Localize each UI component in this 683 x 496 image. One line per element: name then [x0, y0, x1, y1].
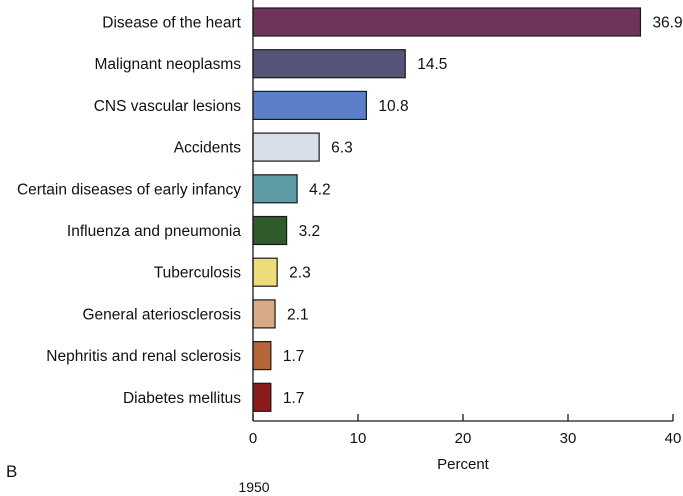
- bar-10: [252, 382, 272, 412]
- category-label-7: Tuberculosis: [154, 265, 242, 282]
- category-label-8: General ateriosclerosis: [82, 306, 241, 323]
- x-tick-label-3: 20: [455, 430, 472, 447]
- x-tick-label-2: 10: [350, 430, 367, 447]
- category-label-9: Nephritis and renal sclerosis: [46, 348, 241, 365]
- category-label-1: Disease of the heart: [102, 15, 241, 32]
- x-tick-label-1: 0: [249, 430, 257, 447]
- category-labels-group: Disease of the heart Malignant neoplasms C…: [17, 15, 242, 407]
- category-label-10: Diabetes mellitus: [123, 390, 241, 407]
- value-label-4: 6.3: [331, 140, 353, 157]
- value-label-10: 1.7: [283, 390, 305, 407]
- x-axis-title: Percent: [437, 456, 490, 473]
- panel-letter: B: [6, 462, 17, 481]
- value-label-1: 36.9: [652, 15, 682, 32]
- year-caption: 1950: [238, 479, 269, 495]
- category-label-6: Influenza and pneumonia: [67, 223, 241, 240]
- bar-2: [252, 49, 406, 79]
- value-label-6: 3.2: [299, 223, 321, 240]
- bars-group: [252, 7, 642, 412]
- value-label-8: 2.1: [287, 306, 309, 323]
- value-label-9: 1.7: [283, 348, 305, 365]
- bar-1: [252, 7, 642, 37]
- category-label-3: CNS vascular lesions: [94, 98, 242, 115]
- bar-6: [252, 215, 288, 246]
- bar-4: [252, 132, 320, 162]
- bar-3: [252, 90, 368, 121]
- value-label-7: 2.3: [289, 265, 311, 282]
- value-label-5: 4.2: [309, 181, 331, 198]
- value-label-2: 14.5: [417, 56, 447, 73]
- bar-8: [252, 299, 276, 329]
- bar-5: [252, 174, 298, 204]
- value-label-3: 10.8: [378, 98, 408, 115]
- category-label-2: Malignant neoplasms: [95, 56, 242, 73]
- x-tick-label-5: 40: [665, 430, 682, 447]
- bar-7: [252, 257, 278, 287]
- category-label-5: Certain diseases of early infancy: [17, 181, 241, 198]
- bar-9: [252, 341, 272, 371]
- x-ticks-group: 0 10 20 30 40: [249, 414, 682, 447]
- category-label-4: Accidents: [174, 140, 241, 157]
- x-tick-label-4: 30: [560, 430, 577, 447]
- value-labels-group: 36.9 14.5 10.8 6.3 4.2 3.2 2.3 2.1 1.7 1.7: [283, 15, 683, 407]
